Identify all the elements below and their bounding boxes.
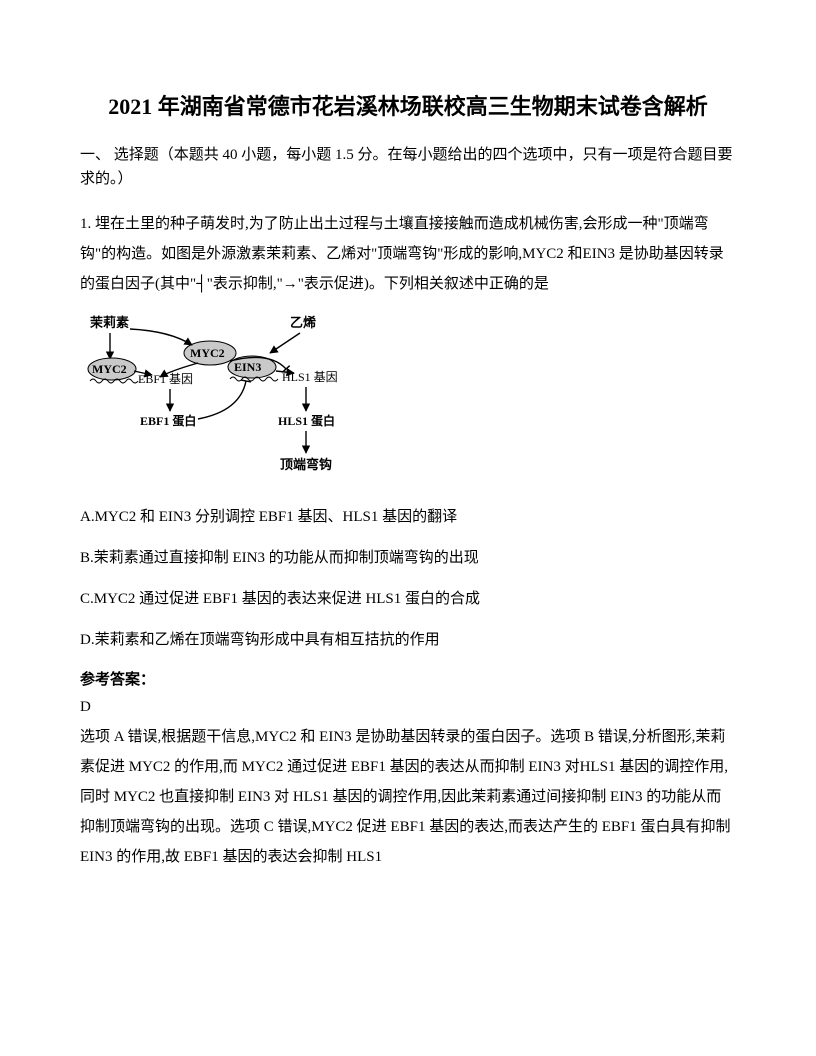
question-stem: 1. 埋在土里的种子萌发时,为了防止出土过程与土壤直接接触而造成机械伤害,会形成… <box>80 209 736 299</box>
svg-text:HLS1 蛋白: HLS1 蛋白 <box>278 413 335 428</box>
answer-letter: D <box>80 699 736 716</box>
option-a: A.MYC2 和 EIN3 分别调控 EBF1 基因、HLS1 基因的翻译 <box>80 504 736 531</box>
option-b: B.茉莉素通过直接抑制 EIN3 的功能从而抑制顶端弯钩的出现 <box>80 545 736 572</box>
svg-text:MYC2: MYC2 <box>92 362 127 376</box>
page-title: 2021 年湖南省常德市花岩溪林场联校高三生物期末试卷含解析 <box>80 90 736 123</box>
svg-text:乙烯: 乙烯 <box>290 315 316 330</box>
svg-text:顶端弯钩: 顶端弯钩 <box>280 457 332 472</box>
svg-text:EIN3: EIN3 <box>234 360 261 374</box>
svg-text:MYC2: MYC2 <box>190 346 225 360</box>
section-header: 一、 选择题（本题共 40 小题，每小题 1.5 分。在每小题给出的四个选项中，… <box>80 143 736 191</box>
option-d: D.茉莉素和乙烯在顶端弯钩形成中具有相互拮抗的作用 <box>80 627 736 654</box>
svg-text:EBF1 蛋白: EBF1 蛋白 <box>140 413 196 428</box>
answer-explanation: 选项 A 错误,根据题干信息,MYC2 和 EIN3 是协助基因转录的蛋白因子。… <box>80 722 736 872</box>
svg-text:茉莉素: 茉莉素 <box>90 315 129 330</box>
question-diagram: 茉莉素乙烯MYC2MYC2EIN3EBF1 基因HLS1 基因EBF1 蛋白HL… <box>80 311 736 486</box>
page: 2021 年湖南省常德市花岩溪林场联校高三生物期末试卷含解析 一、 选择题（本题… <box>0 0 816 1056</box>
answer-label: 参考答案： <box>80 668 736 689</box>
option-c: C.MYC2 通过促进 EBF1 基因的表达来促进 HLS1 蛋白的合成 <box>80 586 736 613</box>
